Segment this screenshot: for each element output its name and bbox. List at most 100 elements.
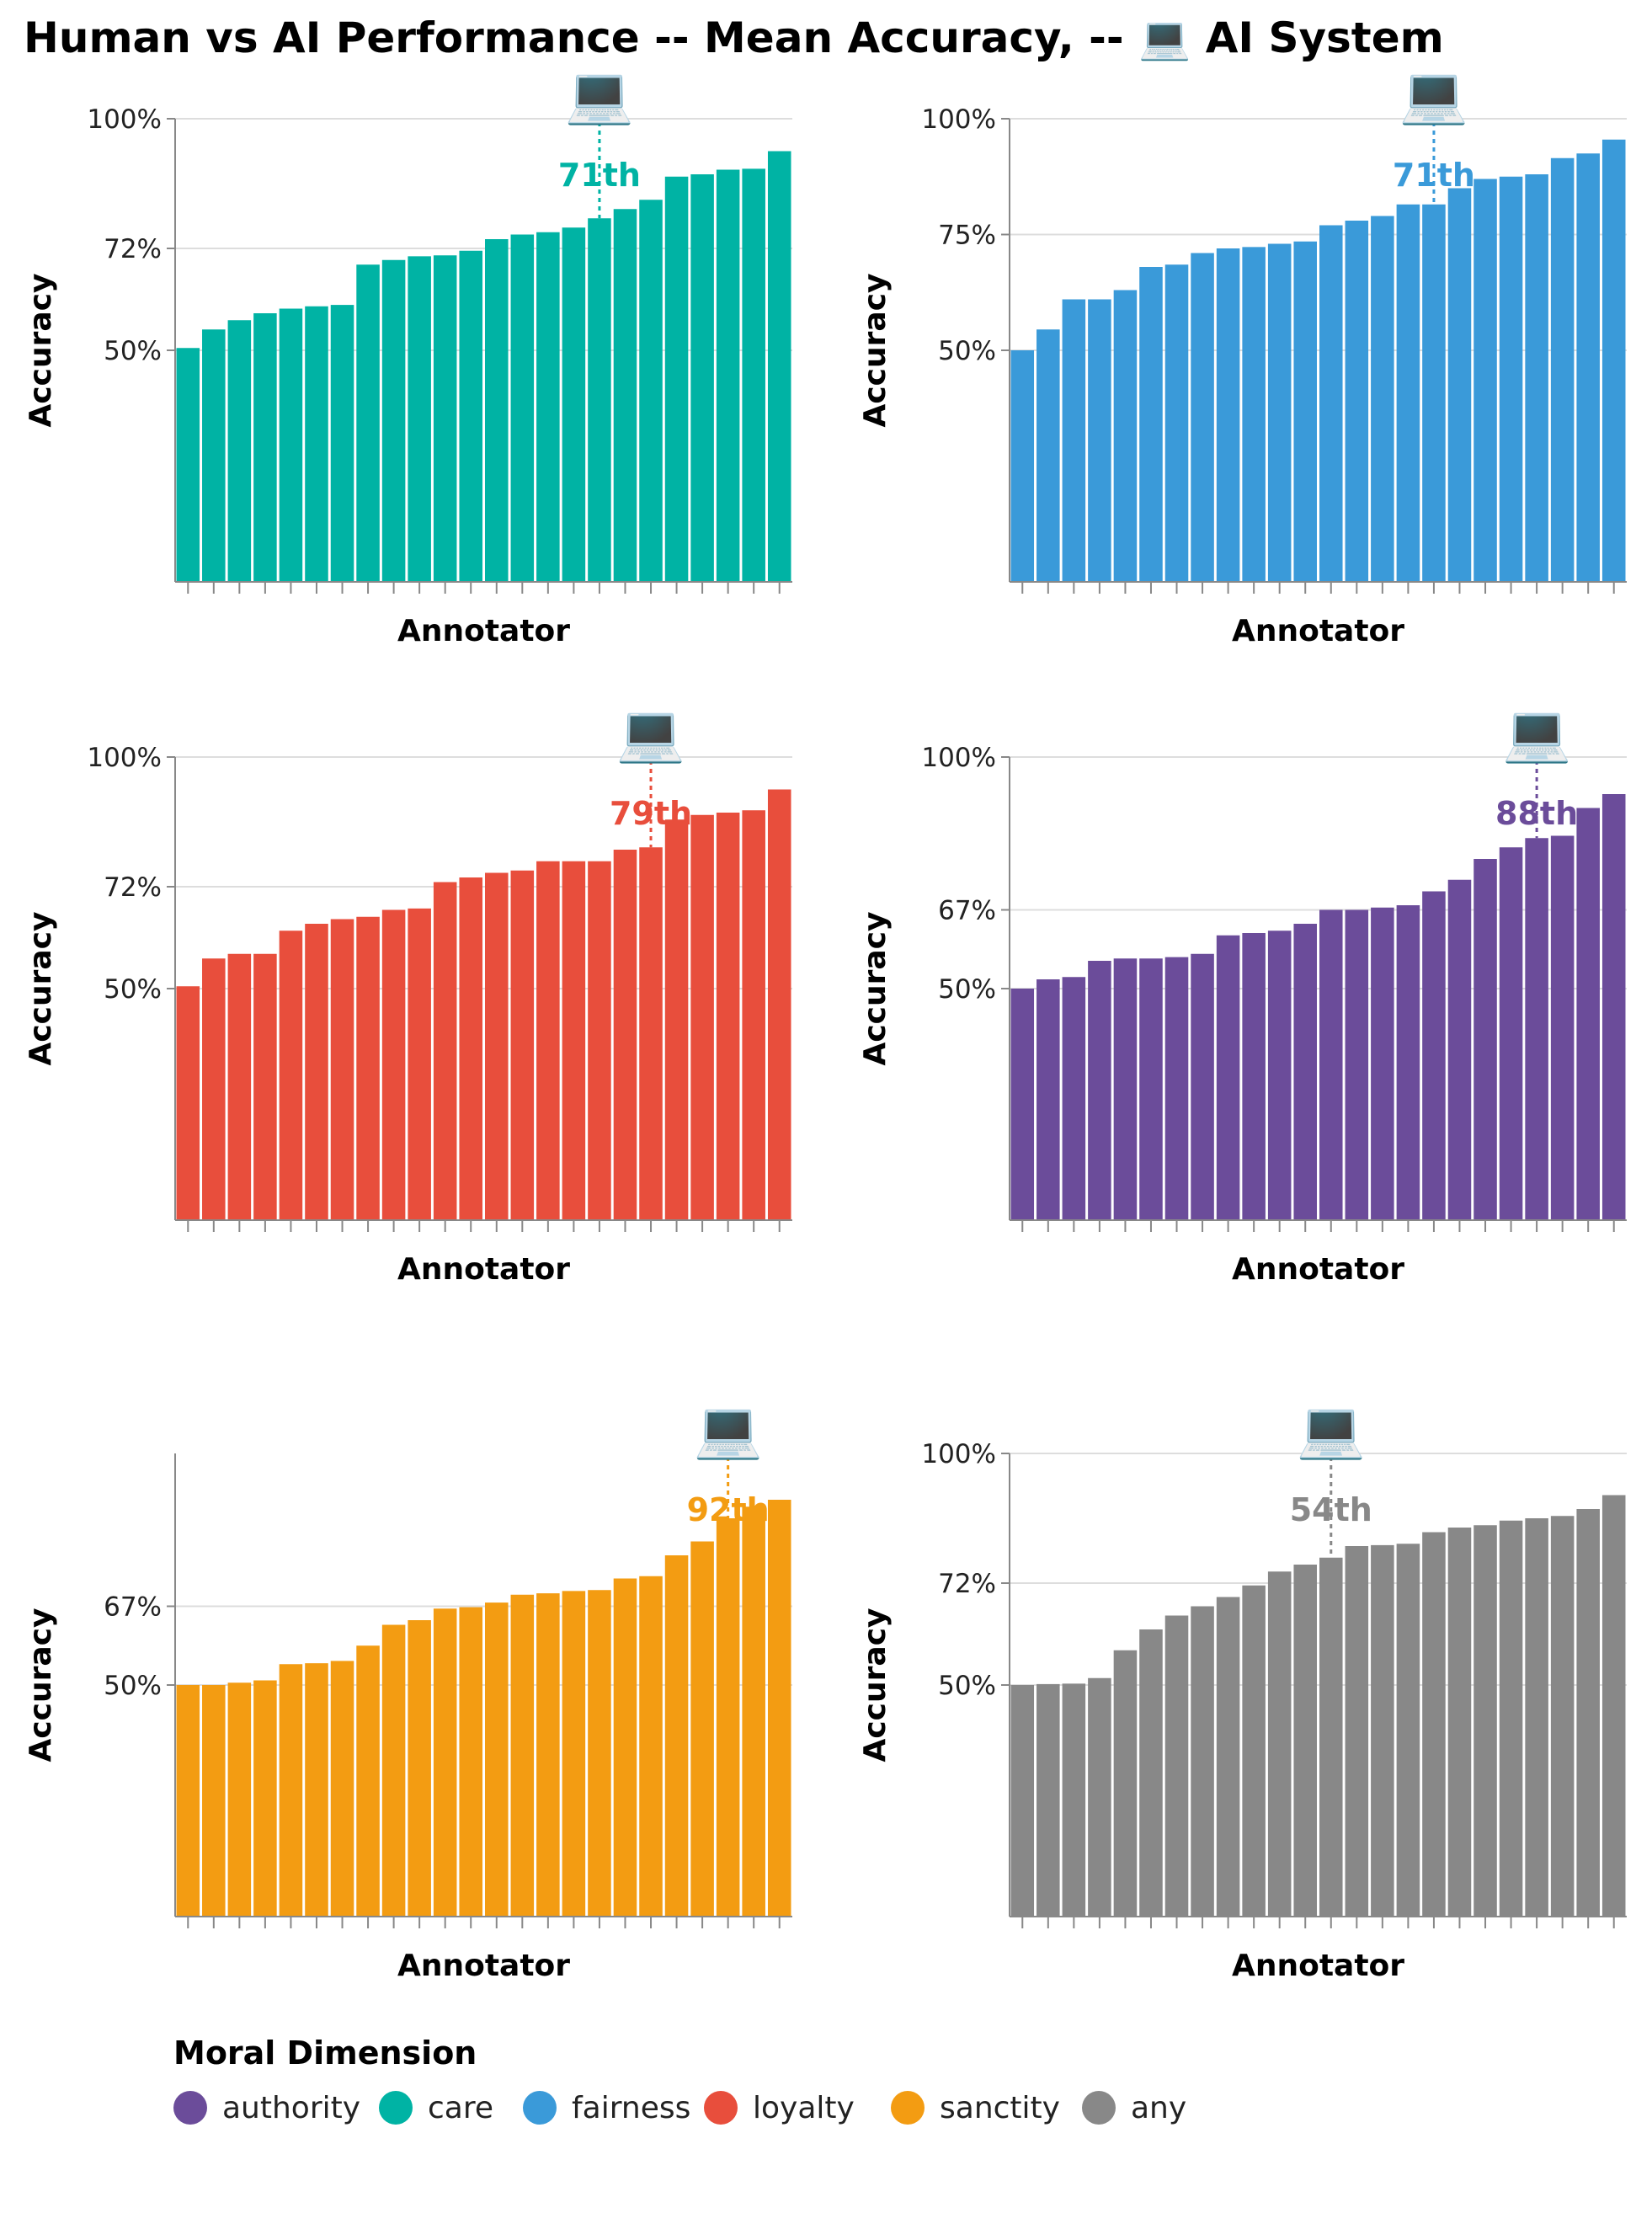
bar xyxy=(330,1661,354,1917)
legend-label: care xyxy=(428,2091,493,2125)
bar xyxy=(1164,264,1189,582)
y-tick-label: 50% xyxy=(104,336,162,366)
bar xyxy=(1345,221,1369,582)
x-axis-label: Annotator xyxy=(1232,1949,1404,1983)
bar xyxy=(613,850,637,1220)
bar xyxy=(1139,267,1163,582)
bar xyxy=(1010,1685,1035,1917)
bar xyxy=(716,813,740,1220)
bar xyxy=(381,259,406,582)
bar xyxy=(639,847,663,1220)
bar xyxy=(1396,905,1420,1220)
bar xyxy=(330,919,354,1220)
bar xyxy=(588,1590,611,1917)
bar xyxy=(1267,1571,1292,1917)
bar xyxy=(1139,958,1163,1220)
bar xyxy=(1447,1528,1472,1917)
bar xyxy=(279,931,303,1220)
bar xyxy=(1242,1585,1266,1917)
y-axis-label: Accuracy xyxy=(24,1608,58,1762)
bar xyxy=(1576,1509,1600,1917)
bar xyxy=(433,255,457,582)
legend-swatch xyxy=(523,2091,557,2125)
y-tick-label: 75% xyxy=(938,221,996,251)
bar xyxy=(1062,299,1086,582)
bar xyxy=(253,953,277,1220)
panel-care: 50% 72% 100% Annotator Accuracy 💻 71th xyxy=(24,62,792,648)
x-axis-label: Annotator xyxy=(1232,1252,1404,1287)
ai-percentile-label: 88th xyxy=(1495,795,1578,832)
legend-label: authority xyxy=(222,2091,360,2125)
bar xyxy=(433,882,457,1220)
ai-percentile-label: 54th xyxy=(1290,1491,1372,1528)
bar xyxy=(1422,204,1446,582)
bar xyxy=(1371,216,1394,582)
bar xyxy=(664,176,689,582)
y-axis-label: Accuracy xyxy=(858,1608,893,1762)
laptop-icon: 💻 xyxy=(1502,701,1571,765)
bar xyxy=(227,953,252,1220)
bar xyxy=(408,256,431,582)
bar xyxy=(253,1680,277,1917)
legend-label: fairness xyxy=(572,2091,690,2125)
bar xyxy=(356,1645,380,1917)
bar xyxy=(1447,188,1472,582)
bar xyxy=(1191,953,1214,1220)
ai-percentile-label: 92th xyxy=(687,1491,770,1528)
bar xyxy=(381,909,406,1220)
bar xyxy=(1550,835,1575,1220)
bar xyxy=(330,305,354,582)
bar xyxy=(1499,847,1523,1220)
bar xyxy=(1525,838,1548,1220)
x-axis-label: Annotator xyxy=(397,1949,570,1983)
x-axis-label: Annotator xyxy=(397,1252,570,1287)
y-tick-label: 50% xyxy=(104,974,162,1005)
bar xyxy=(1396,1544,1420,1917)
legend-swatch xyxy=(704,2091,738,2125)
y-tick-label: 50% xyxy=(938,336,996,366)
bar xyxy=(279,1664,303,1917)
bar xyxy=(1242,247,1266,582)
bar xyxy=(1473,179,1497,582)
bar xyxy=(485,239,509,582)
bar xyxy=(1601,139,1626,582)
panel-loyalty: 50% 72% 100% Annotator Accuracy 💻 79th xyxy=(24,701,792,1287)
y-tick-label: 100% xyxy=(921,1439,996,1469)
bar xyxy=(459,877,482,1220)
y-tick-label: 100% xyxy=(921,104,996,135)
y-tick-label: 72% xyxy=(938,1569,996,1599)
y-axis-label: Accuracy xyxy=(24,911,58,1065)
legend: Moral Dimension authority care fairness loya… xyxy=(173,2034,1186,2125)
bar xyxy=(1216,935,1240,1220)
y-tick-label: 50% xyxy=(104,1671,162,1701)
ai-percentile-label: 79th xyxy=(610,795,692,832)
bar xyxy=(613,1578,637,1917)
bar xyxy=(1164,1615,1189,1917)
bar xyxy=(1576,808,1600,1220)
bar xyxy=(562,1591,586,1917)
bar xyxy=(510,870,535,1220)
bar xyxy=(381,1624,406,1917)
bar xyxy=(1139,1629,1163,1917)
bar xyxy=(664,819,689,1220)
bar xyxy=(1422,891,1446,1220)
bar xyxy=(253,313,277,582)
bar xyxy=(1113,958,1138,1220)
bar xyxy=(1113,290,1138,582)
bar xyxy=(1216,1597,1240,1917)
bar xyxy=(742,1506,765,1917)
bar xyxy=(305,924,328,1220)
bar xyxy=(562,227,586,582)
bar xyxy=(716,169,740,582)
bar xyxy=(1371,1544,1394,1917)
laptop-icon: 💻 xyxy=(694,1397,763,1462)
y-axis-label: Accuracy xyxy=(858,273,893,427)
laptop-icon: 💻 xyxy=(1297,1397,1366,1462)
bar xyxy=(767,151,791,582)
y-axis-label: Accuracy xyxy=(858,911,893,1065)
bar xyxy=(1036,1683,1060,1917)
bar xyxy=(1319,909,1343,1220)
bar xyxy=(613,209,637,582)
